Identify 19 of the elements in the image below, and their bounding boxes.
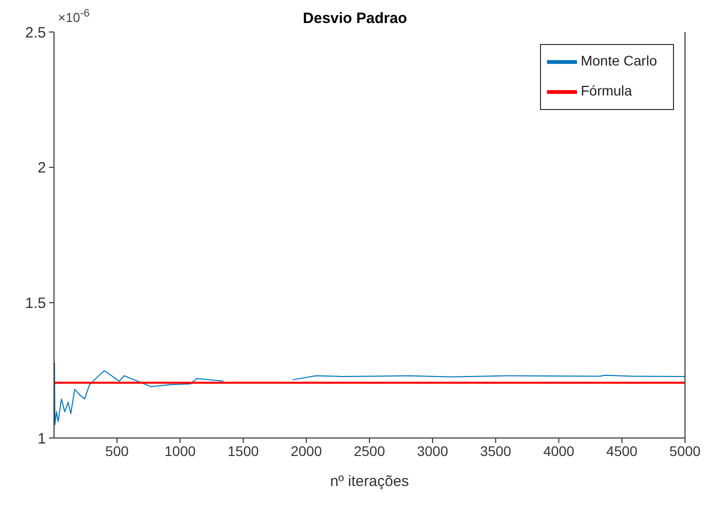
x-tick-label: 4000 <box>543 442 575 459</box>
legend-label: Monte Carlo <box>580 52 657 69</box>
x-tick-label: 1500 <box>228 442 259 459</box>
y-tick-label: 1.5 <box>25 294 46 312</box>
y-tick-label: 2 <box>38 160 46 177</box>
x-tick-label: 2000 <box>290 442 322 459</box>
x-tick-label: 4500 <box>606 442 638 459</box>
text: ×10$^{-6}$ <box>58 8 90 26</box>
x-tick-label: 3500 <box>480 442 512 459</box>
x-tick-label: 3000 <box>416 442 448 459</box>
chart-title: Desvio Padrao <box>302 10 408 27</box>
x-tick-label: 500 <box>105 442 129 459</box>
x-tick-label: 2500 <box>354 442 386 459</box>
legend-label: Fórmula <box>580 82 632 99</box>
x-tick-label: 1000 <box>164 442 196 459</box>
y-tick-label: 2.5 <box>25 24 46 42</box>
x-axis-title: nº iterações <box>330 473 409 490</box>
y-tick-label: 1 <box>38 430 46 448</box>
x-tick-label: 5000 <box>669 442 701 459</box>
